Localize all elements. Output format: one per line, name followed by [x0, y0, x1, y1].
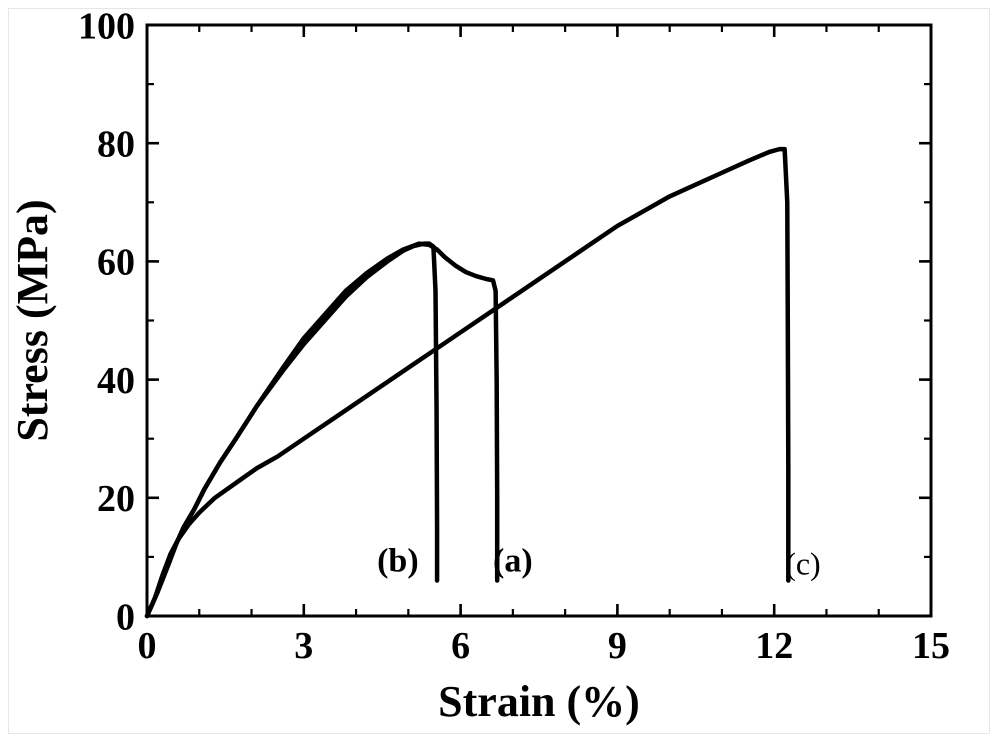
outer-frame	[8, 8, 990, 734]
